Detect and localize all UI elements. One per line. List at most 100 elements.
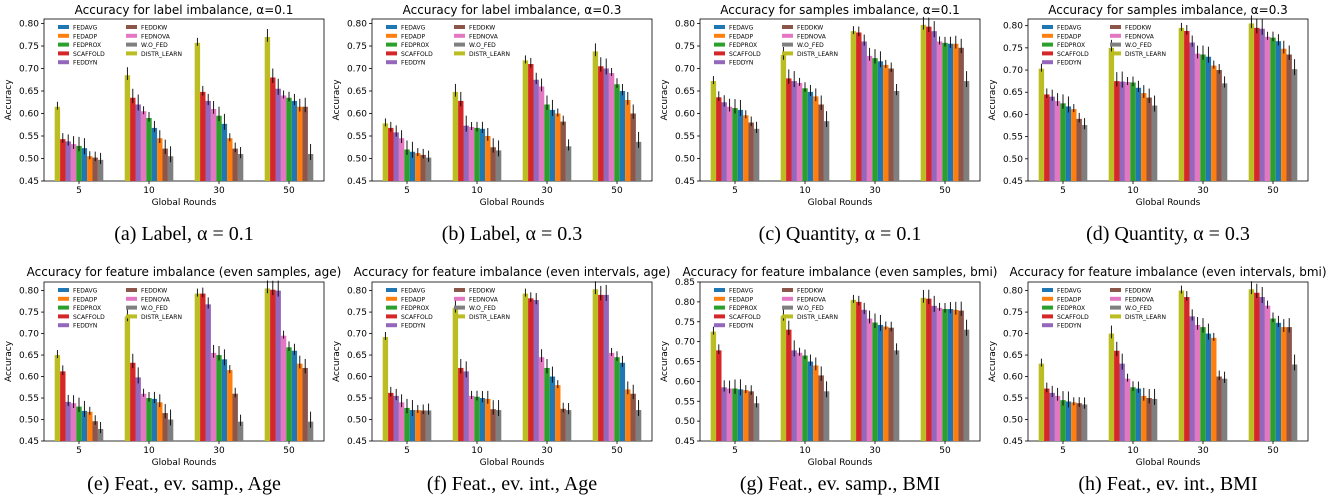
legend-label: SCAFFOLD (729, 51, 761, 58)
bar (490, 409, 496, 441)
x-axis-label: Global Rounds (480, 458, 545, 468)
legend-swatch (782, 51, 793, 56)
legend-swatch (386, 51, 397, 56)
legend-label: FEDAVG (401, 288, 426, 295)
legend-swatch (782, 42, 793, 47)
y-tick-label: 0.60 (675, 110, 695, 120)
bar (872, 58, 878, 181)
bar (608, 352, 615, 441)
x-tick-label: 50 (611, 446, 623, 456)
bar (716, 350, 722, 441)
legend-swatch (714, 296, 725, 301)
y-tick-label: 0.60 (347, 373, 367, 383)
legend-swatch (58, 288, 69, 292)
bar (893, 350, 900, 441)
bar (1264, 305, 1271, 441)
bar (264, 288, 271, 441)
bar (420, 154, 426, 181)
legend-swatch (126, 296, 137, 301)
bar (54, 355, 61, 441)
legend-label: FEDPROX (729, 42, 757, 49)
bar (227, 138, 233, 181)
bar (452, 91, 459, 181)
legend-label: FEDDKW (1125, 288, 1151, 295)
legend-swatch (126, 33, 137, 38)
bar (522, 60, 529, 181)
panel-caption: (d) Quantity, α = 0.3 (1086, 223, 1250, 245)
bar (947, 43, 954, 181)
y-tick-label: 0.55 (19, 132, 39, 142)
x-tick-label: 10 (799, 186, 811, 196)
legend-swatch (386, 60, 397, 65)
bar (856, 301, 862, 441)
chart-panel: Accuracy for label imbalance, α=0.3 0.45 0… (332, 3, 653, 245)
bar (528, 64, 534, 181)
bar (753, 128, 760, 181)
legend-label: DISTR_LEARN (141, 51, 182, 58)
bar (307, 421, 314, 441)
bar (1044, 388, 1050, 441)
panel-caption: (h) Feat., ev. int., BMI (1078, 473, 1257, 495)
legend-swatch (454, 305, 465, 310)
bar (81, 148, 88, 181)
bar (1054, 395, 1061, 441)
plot-frame (43, 18, 325, 182)
legend-label: FEDDKW (1125, 25, 1151, 32)
bar (1270, 37, 1276, 181)
y-tick-label: 0.45 (347, 177, 367, 187)
legend-swatch (1110, 296, 1121, 301)
y-tick-label: 0.70 (19, 65, 39, 75)
legend-swatch (782, 288, 793, 292)
bar (1054, 101, 1061, 181)
legend-swatch (1110, 33, 1121, 38)
bar (415, 410, 421, 441)
y-tick-label: 0.75 (675, 42, 695, 52)
plot-frame (699, 18, 981, 182)
legend-label: SCAFFOLD (729, 314, 761, 321)
legend-label: FEDDYN (1057, 60, 1081, 67)
x-axis-label: Global Rounds (152, 198, 217, 208)
chart-panel: Accuracy for feature imbalance (even sam… (4, 265, 341, 495)
bar (953, 309, 959, 441)
x-axis-label: Global Rounds (808, 458, 873, 468)
legend-swatch (386, 305, 397, 310)
bar (65, 401, 71, 441)
legend-swatch (454, 288, 465, 292)
bar (409, 151, 416, 181)
y-tick-label: 0.70 (347, 330, 367, 340)
bar (425, 410, 432, 441)
plot-frame (371, 281, 653, 442)
bar (1286, 54, 1292, 181)
x-tick-label: 10 (471, 186, 483, 196)
x-tick-label: 50 (283, 186, 295, 196)
y-tick-label: 0.65 (347, 87, 367, 97)
chart-title: Accuracy for feature imbalance (even int… (1009, 265, 1326, 279)
legend-swatch (782, 33, 793, 38)
legend-label: SCAFFOLD (401, 314, 433, 321)
chart-title: Accuracy for feature imbalance (even int… (354, 265, 671, 279)
bar (1291, 69, 1298, 181)
panel-caption: (b) Label, α = 0.3 (442, 223, 583, 245)
legend-label: FEDAVG (1057, 25, 1082, 32)
y-tick-label: 0.65 (1003, 351, 1023, 361)
bar (1216, 376, 1222, 441)
y-tick-label: 0.65 (19, 351, 39, 361)
bar (420, 410, 426, 441)
bar (474, 127, 480, 181)
y-tick-label: 0.75 (19, 308, 39, 318)
bar (555, 113, 561, 181)
legend-swatch (1110, 305, 1121, 310)
bar (404, 149, 410, 181)
bar (1114, 81, 1120, 181)
bar (1248, 23, 1255, 182)
legend-label: FEDAVG (729, 25, 754, 32)
bar (382, 337, 389, 441)
bar (807, 361, 814, 441)
bar (818, 104, 824, 181)
legend-label: FEDAVG (73, 25, 98, 32)
bar (1211, 337, 1217, 441)
bar (130, 97, 136, 181)
bar (1081, 404, 1088, 441)
legend-label: FEDNOVA (797, 33, 827, 40)
